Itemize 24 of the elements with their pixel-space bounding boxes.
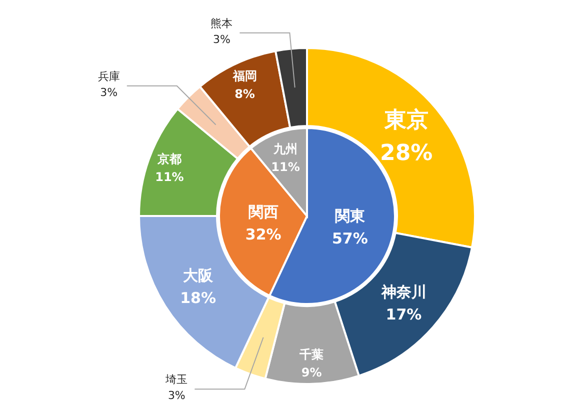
data-label: 11% xyxy=(271,160,300,174)
slice-label: 京都 xyxy=(156,152,182,166)
data-label: 28% xyxy=(380,141,433,166)
data-label: 32% xyxy=(245,226,282,244)
data-label: 3% xyxy=(168,389,186,402)
data-label: 18% xyxy=(180,289,216,308)
slice-label: 東京 xyxy=(383,107,428,134)
slice-label: 兵庫 xyxy=(98,70,120,83)
slice-label: 埼玉 xyxy=(164,373,188,386)
slice-label: 九州 xyxy=(272,142,298,156)
data-label: 11% xyxy=(155,170,184,184)
slice-label: 千葉 xyxy=(298,347,324,362)
slice-label: 関東 xyxy=(334,207,366,226)
data-label: 3% xyxy=(212,32,230,46)
data-label: 17% xyxy=(386,305,422,324)
slice-label: 大阪 xyxy=(183,266,214,285)
slice-label: 福岡 xyxy=(232,69,257,84)
slice-label: 熊本 xyxy=(210,16,233,30)
data-label: 9% xyxy=(301,365,322,380)
data-label: 3% xyxy=(100,86,118,99)
slice-label: 関西 xyxy=(248,203,278,222)
data-label: 8% xyxy=(234,87,255,102)
data-label: 57% xyxy=(332,230,368,248)
slice-label: 神奈川 xyxy=(380,282,426,301)
